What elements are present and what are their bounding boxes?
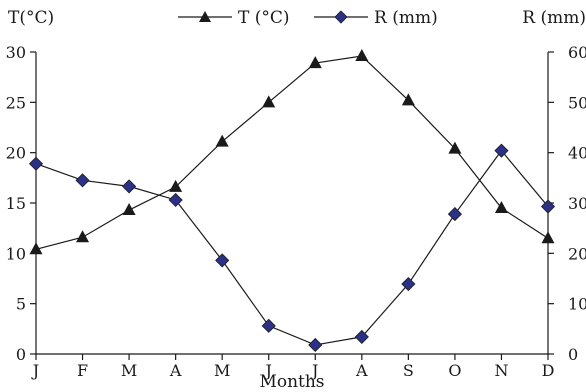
y-right-tick-label: 40 (568, 144, 586, 163)
rainfall-point (122, 179, 137, 194)
y-left-tick-label: 5 (16, 295, 26, 314)
y-left-tick-label: 0 (16, 345, 26, 364)
x-tick-label: A (355, 361, 368, 380)
x-tick-label: S (403, 361, 414, 380)
y-left-tick-label: 15 (6, 194, 26, 213)
rainfall-point (354, 329, 369, 344)
temperature-point (355, 49, 369, 62)
y-right-tick-label: 60 (568, 43, 586, 62)
x-tick-label: J (264, 361, 272, 380)
temperature-point (29, 242, 43, 255)
x-tick-label: J (310, 361, 318, 380)
x-tick-label: O (448, 361, 461, 380)
y-left-tick-label: 30 (6, 43, 26, 62)
x-tick-label: M (121, 361, 137, 380)
x-axis-title: Months (259, 372, 324, 392)
x-tick-label: J (31, 361, 39, 380)
temperature-point (401, 93, 415, 106)
legend-item-rainfall: R (mm) (314, 8, 438, 28)
rainfall-line (35, 149, 549, 346)
temperature-point (215, 134, 229, 147)
y-axis-right-ticks: 0 10 20 30 40 50 60 (548, 43, 586, 364)
legend-temperature-label: T (°C) (238, 8, 290, 28)
temperature-point (262, 95, 276, 108)
legend-temperature-marker (199, 11, 211, 22)
y-right-tick-label: 10 (568, 295, 586, 314)
rainfall-point (215, 253, 230, 268)
y-right-tick-label: 20 (568, 244, 586, 263)
rainfall-point (261, 318, 276, 333)
y-right-tick-label: 30 (568, 194, 586, 213)
temperature-line (35, 55, 549, 250)
temperature-point (76, 230, 90, 243)
x-tick-label: M (214, 361, 230, 380)
temperature-point (122, 203, 136, 216)
rainfall-point (75, 173, 90, 188)
legend-rainfall-label: R (mm) (374, 8, 438, 28)
x-tick-label: N (494, 361, 508, 380)
temperature-point (308, 56, 322, 69)
series-temperature (29, 49, 555, 255)
x-tick-label: D (542, 361, 555, 380)
rainfall-point (28, 156, 44, 171)
temperature-point (541, 231, 555, 244)
rainfall-point (308, 337, 323, 353)
x-tick-label: A (169, 361, 182, 380)
legend-item-temperature: T (°C) (178, 8, 290, 28)
legend: T (°C) R (mm) (178, 8, 438, 28)
temperature-point (448, 141, 462, 154)
rainfall-point (447, 207, 462, 222)
rainfall-point (494, 143, 509, 158)
temperature-point (494, 201, 508, 214)
y-left-tick-label: 10 (6, 244, 26, 263)
legend-rainfall-marker (334, 10, 348, 24)
y-left-tick-label: 25 (6, 93, 26, 112)
rainfall-point (540, 199, 556, 214)
y-right-tick-label: 50 (568, 93, 586, 112)
x-tick-label: F (77, 361, 88, 380)
plot-axes (35, 52, 549, 355)
y-left-tick-label: 20 (6, 144, 26, 163)
y-right-tick-label: 0 (568, 345, 578, 364)
y-axis-left-ticks: 0 5 10 15 20 25 30 (6, 43, 36, 364)
y-axis-right-title: R (mm) (522, 8, 586, 28)
rainfall-point (168, 192, 183, 208)
temperature-point (169, 179, 183, 192)
series-rainfall (28, 143, 556, 353)
rainfall-point (401, 276, 416, 292)
y-axis-left-title: T(°C) (8, 8, 54, 28)
